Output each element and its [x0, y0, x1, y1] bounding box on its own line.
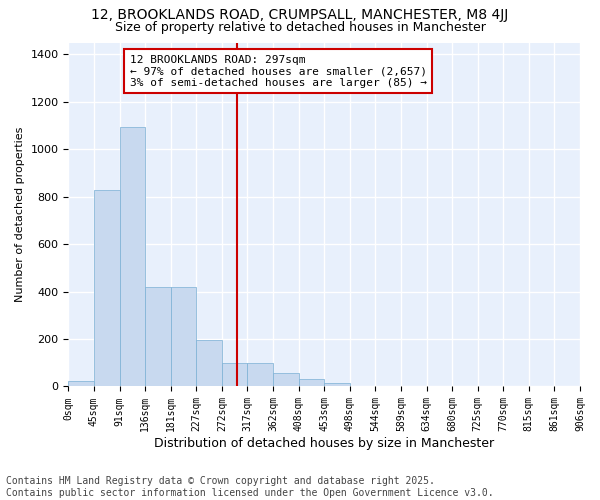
Text: 12, BROOKLANDS ROAD, CRUMPSALL, MANCHESTER, M8 4JJ: 12, BROOKLANDS ROAD, CRUMPSALL, MANCHEST…	[91, 8, 509, 22]
X-axis label: Distribution of detached houses by size in Manchester: Distribution of detached houses by size …	[154, 437, 494, 450]
Text: Size of property relative to detached houses in Manchester: Size of property relative to detached ho…	[115, 21, 485, 34]
Bar	[247, 363, 273, 386]
Bar	[324, 383, 350, 386]
Text: Contains HM Land Registry data © Crown copyright and database right 2025.
Contai: Contains HM Land Registry data © Crown c…	[6, 476, 494, 498]
Bar	[94, 190, 119, 386]
Y-axis label: Number of detached properties: Number of detached properties	[15, 127, 25, 302]
Text: 12 BROOKLANDS ROAD: 297sqm
← 97% of detached houses are smaller (2,657)
3% of se: 12 BROOKLANDS ROAD: 297sqm ← 97% of deta…	[130, 54, 427, 88]
Bar	[171, 287, 196, 386]
Bar	[299, 380, 324, 386]
Bar	[222, 363, 247, 386]
Bar	[68, 380, 94, 386]
Bar	[196, 340, 222, 386]
Bar	[119, 126, 145, 386]
Bar	[273, 374, 299, 386]
Bar	[145, 287, 171, 386]
